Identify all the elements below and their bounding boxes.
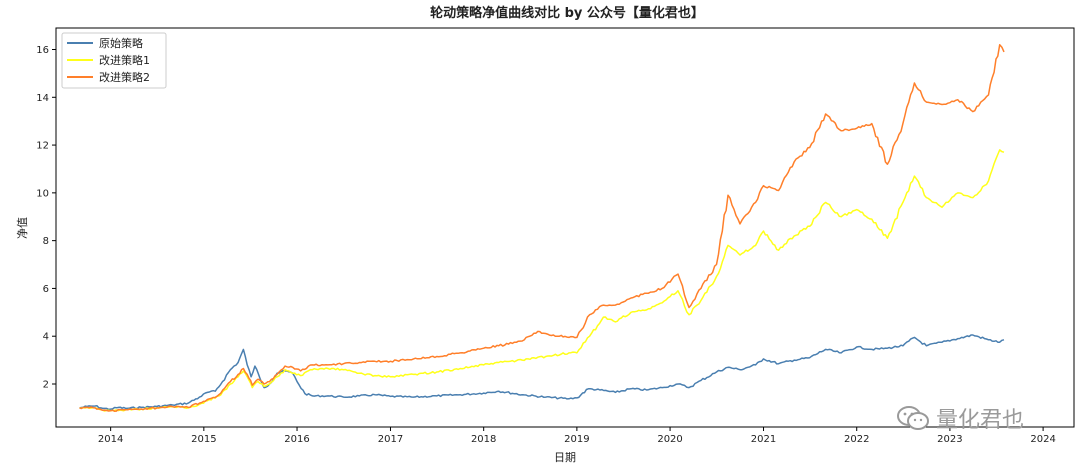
- y-axis: 2 4 6 8 10 12 14 16: [36, 45, 56, 390]
- y-tick-label: 2: [43, 379, 49, 390]
- x-tick-label: 2016: [284, 434, 309, 445]
- y-tick-label: 6: [43, 284, 49, 295]
- y-tick-label: 8: [43, 236, 49, 247]
- x-tick-label: 2017: [378, 434, 403, 445]
- series-layer: [79, 43, 1005, 412]
- series-line-1: [79, 334, 1005, 411]
- x-tick-label: 2018: [471, 434, 496, 445]
- x-tick-label: 2015: [191, 434, 216, 445]
- x-tick-label: 2021: [751, 434, 776, 445]
- legend-label: 原始策略: [99, 36, 143, 50]
- x-tick-label: 2020: [657, 434, 682, 445]
- y-tick-label: 10: [36, 188, 49, 199]
- wechat-icon: [897, 406, 929, 430]
- legend-label: 改进策略1: [99, 53, 150, 67]
- x-tick-label: 2022: [844, 434, 869, 445]
- x-tick-label: 2023: [937, 434, 962, 445]
- y-tick-label: 14: [36, 93, 49, 104]
- plot-area: [55, 27, 1075, 428]
- x-tick-label: 2024: [1030, 434, 1055, 445]
- x-tick-label: 2014: [98, 434, 123, 445]
- y-tick-label: 16: [36, 45, 49, 56]
- x-axis-label: 日期: [554, 451, 576, 464]
- series-line-2: [79, 149, 1005, 412]
- y-axis-label: 净值: [15, 217, 29, 239]
- x-tick-label: 2019: [564, 434, 589, 445]
- x-axis: 2014 2015 2016 2017 2018 2019 2020 2021 2022 2023…: [98, 427, 1056, 445]
- y-tick-label: 4: [43, 332, 49, 343]
- legend-box: [61, 32, 167, 89]
- y-tick-label: 12: [36, 141, 49, 152]
- watermark-text: 量化君也: [936, 408, 1025, 433]
- watermark: 量化君也: [896, 402, 1024, 434]
- series-line-3: [79, 43, 1005, 412]
- legend-label: 改进策略2: [99, 70, 150, 84]
- chart-title: 轮动策略净值曲线对比 by 公众号【量化君也】: [430, 5, 704, 21]
